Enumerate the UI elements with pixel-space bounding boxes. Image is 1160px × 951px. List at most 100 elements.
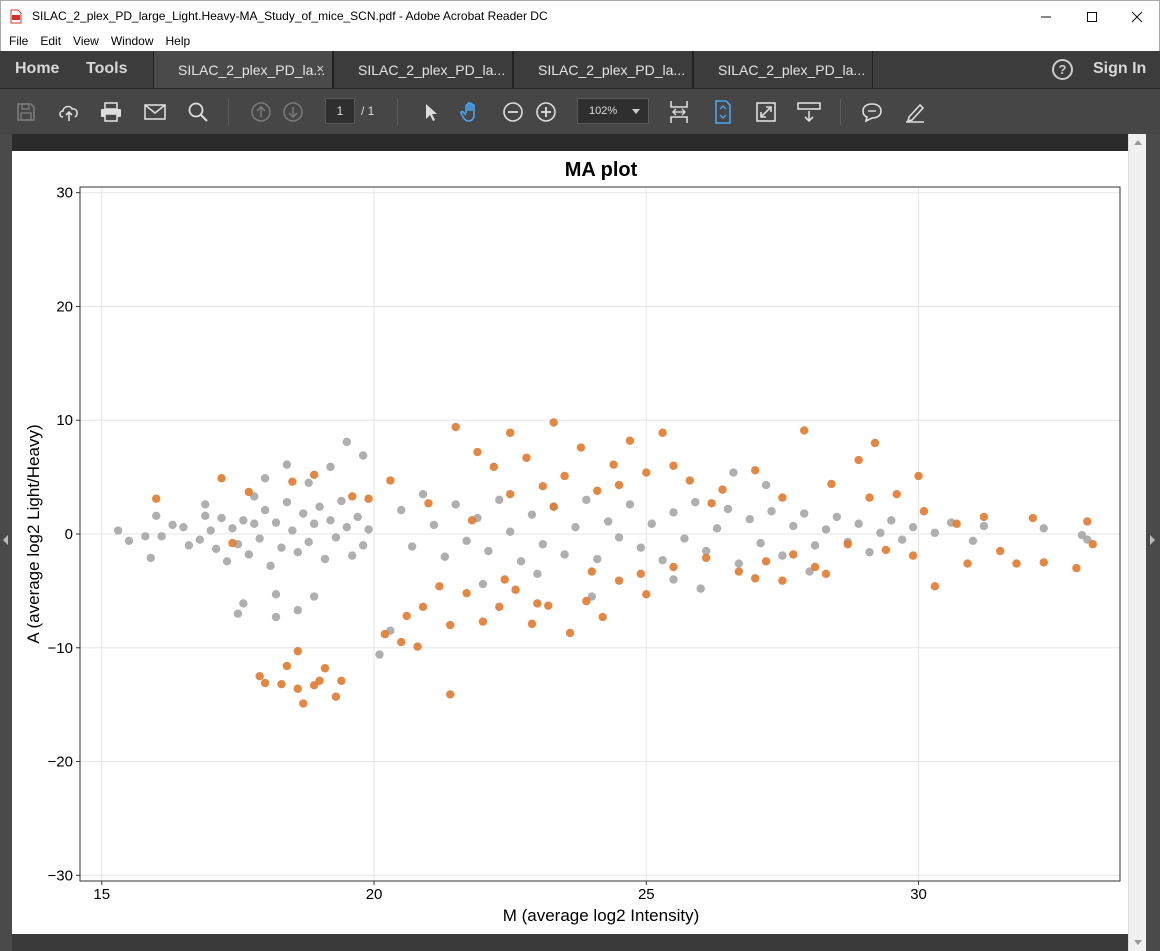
point-significant bbox=[1012, 559, 1021, 568]
fullscreen-icon[interactable] bbox=[753, 99, 779, 125]
point-nonsignificant bbox=[680, 534, 689, 543]
point-nonsignificant bbox=[358, 541, 368, 550]
document-viewport[interactable]: MA plot 30 20 10 0 −10 −20 −30 15 20 25 30 M (ave… bbox=[0, 134, 1160, 951]
zoom-out-icon[interactable] bbox=[500, 99, 526, 125]
toolbar-separator bbox=[840, 99, 841, 125]
point-significant bbox=[778, 493, 787, 502]
close-tab-icon[interactable]: × bbox=[316, 61, 324, 76]
tools-tab[interactable]: Tools bbox=[86, 60, 128, 77]
y-tick-label: 20 bbox=[56, 298, 73, 315]
point-significant bbox=[413, 642, 422, 651]
point-significant bbox=[582, 596, 591, 606]
menu-view[interactable]: View bbox=[73, 34, 99, 48]
point-nonsignificant bbox=[701, 546, 711, 556]
point-significant bbox=[538, 482, 548, 491]
page-up-icon[interactable] bbox=[248, 99, 274, 125]
point-nonsignificant bbox=[201, 500, 210, 509]
point-significant bbox=[750, 466, 760, 475]
minimize-button[interactable] bbox=[1023, 1, 1069, 32]
chevron-left-icon bbox=[1150, 535, 1155, 545]
point-significant bbox=[810, 562, 820, 572]
maximize-button[interactable] bbox=[1069, 1, 1115, 32]
point-nonsignificant bbox=[729, 468, 738, 477]
zoom-level-select[interactable]: 102% bbox=[577, 98, 649, 124]
page-number-input[interactable]: 1 bbox=[325, 98, 355, 124]
fit-page-icon[interactable] bbox=[710, 99, 736, 125]
point-nonsignificant bbox=[260, 474, 270, 483]
scroll-down-icon[interactable] bbox=[1134, 940, 1142, 945]
menu-edit[interactable]: Edit bbox=[40, 34, 62, 48]
point-significant bbox=[522, 453, 531, 462]
document-tab-4[interactable]: SILAC_2_plex_PD_la... bbox=[693, 51, 873, 88]
point-significant bbox=[478, 617, 488, 626]
email-icon[interactable] bbox=[142, 99, 168, 125]
vertical-scrollbar[interactable] bbox=[1128, 134, 1146, 951]
fit-width-icon[interactable] bbox=[666, 99, 692, 125]
point-significant bbox=[718, 485, 727, 494]
point-nonsignificant bbox=[778, 551, 787, 560]
point-significant bbox=[495, 602, 504, 612]
point-nonsignificant bbox=[244, 550, 253, 559]
scroll-mode-icon[interactable] bbox=[796, 99, 822, 125]
menu-window[interactable]: Window bbox=[110, 34, 154, 48]
point-significant bbox=[505, 428, 515, 437]
toolbar: 1 / 1 102% bbox=[0, 88, 1160, 134]
point-significant bbox=[331, 692, 341, 701]
point-significant bbox=[593, 486, 602, 495]
comment-icon[interactable] bbox=[859, 99, 885, 125]
point-significant bbox=[309, 470, 319, 480]
point-nonsignificant bbox=[331, 533, 341, 542]
point-significant bbox=[996, 546, 1005, 556]
toolbar-separator bbox=[228, 99, 229, 125]
point-nonsignificant bbox=[239, 599, 248, 608]
point-nonsignificant bbox=[887, 516, 896, 525]
point-significant bbox=[952, 519, 961, 528]
point-nonsignificant bbox=[908, 522, 918, 532]
upload-icon[interactable] bbox=[56, 99, 82, 125]
point-nonsignificant bbox=[734, 559, 744, 568]
point-significant bbox=[963, 559, 972, 568]
point-nonsignificant bbox=[282, 460, 292, 469]
document-tab-label: SILAC_2_plex_PD_la... bbox=[718, 62, 866, 78]
point-significant bbox=[451, 422, 460, 432]
point-nonsignificant bbox=[124, 536, 134, 546]
point-nonsignificant bbox=[696, 584, 705, 593]
sign-in-button[interactable]: Sign In bbox=[1093, 60, 1147, 77]
page-down-icon[interactable] bbox=[280, 99, 306, 125]
menu-help[interactable]: Help bbox=[165, 34, 191, 48]
help-icon[interactable]: ? bbox=[1052, 59, 1073, 80]
document-tab-1[interactable]: SILAC_2_plex_PD_la... × bbox=[153, 51, 333, 88]
point-nonsignificant bbox=[865, 548, 874, 557]
point-nonsignificant bbox=[250, 519, 259, 528]
point-nonsignificant bbox=[571, 522, 580, 532]
point-nonsignificant bbox=[930, 528, 940, 538]
document-tab-3[interactable]: SILAC_2_plex_PD_la... bbox=[513, 51, 693, 88]
point-nonsignificant bbox=[440, 552, 450, 561]
close-window-button[interactable] bbox=[1114, 1, 1160, 32]
zoom-in-icon[interactable] bbox=[533, 99, 559, 125]
select-cursor-icon[interactable] bbox=[417, 99, 443, 125]
point-significant bbox=[500, 575, 509, 584]
scroll-up-icon[interactable] bbox=[1134, 140, 1142, 145]
left-panel-toggle[interactable] bbox=[0, 134, 12, 951]
y-tick-label: −20 bbox=[48, 754, 73, 771]
point-significant bbox=[473, 447, 482, 457]
document-tab-2[interactable]: SILAC_2_plex_PD_la... bbox=[333, 51, 513, 88]
save-icon[interactable] bbox=[13, 99, 39, 125]
point-significant bbox=[402, 611, 411, 621]
home-tab[interactable]: Home bbox=[15, 60, 60, 77]
menu-file[interactable]: File bbox=[9, 34, 29, 48]
point-nonsignificant bbox=[157, 532, 166, 541]
point-nonsignificant bbox=[897, 535, 907, 544]
sign-icon[interactable] bbox=[902, 99, 928, 125]
point-nonsignificant bbox=[582, 495, 591, 505]
point-nonsignificant bbox=[810, 541, 820, 550]
point-nonsignificant bbox=[505, 527, 515, 536]
point-nonsignificant bbox=[407, 542, 417, 551]
right-panel-toggle[interactable] bbox=[1146, 134, 1160, 951]
hand-tool-icon[interactable] bbox=[458, 99, 484, 125]
point-significant bbox=[228, 538, 237, 548]
point-significant bbox=[642, 468, 651, 477]
search-icon[interactable] bbox=[185, 99, 211, 125]
print-icon[interactable] bbox=[98, 99, 124, 125]
